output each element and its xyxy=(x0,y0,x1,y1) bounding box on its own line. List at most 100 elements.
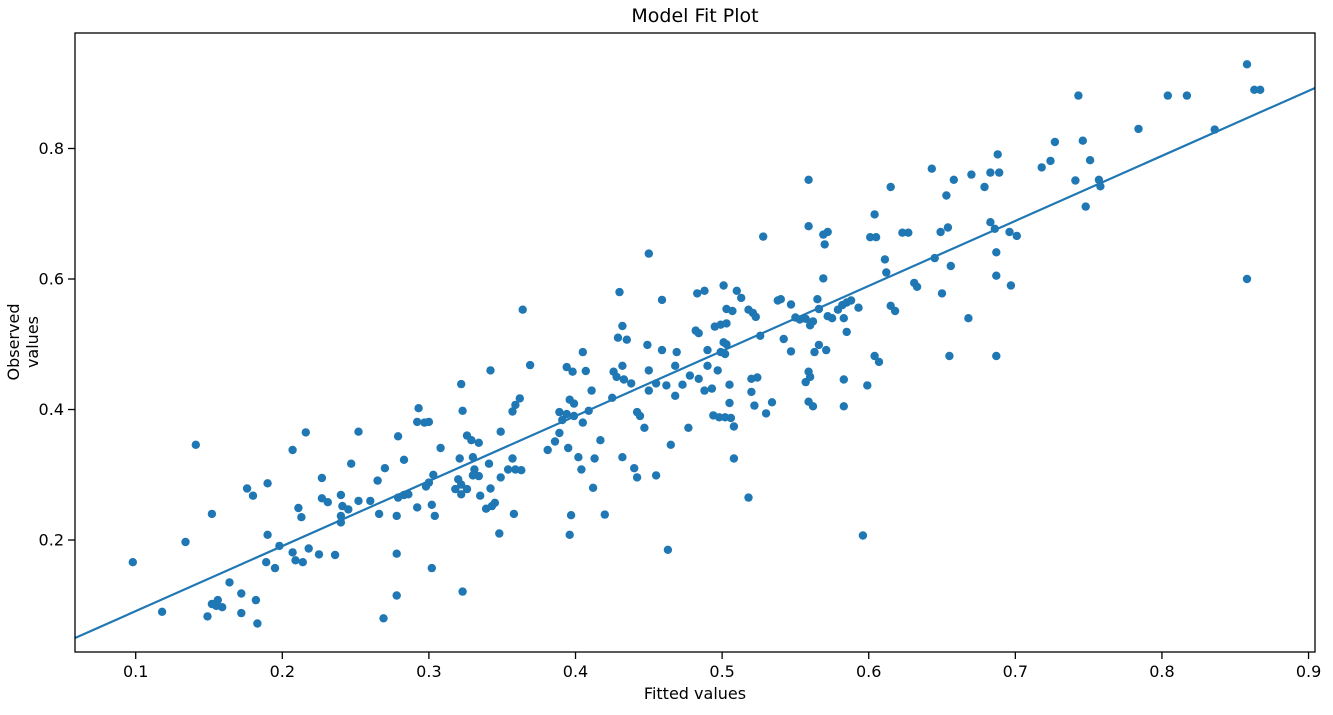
scatter-point xyxy=(663,545,673,554)
scatter-point xyxy=(671,391,680,400)
scatter-point xyxy=(427,563,436,573)
scatter-point xyxy=(1074,91,1083,100)
scatter-point xyxy=(304,544,313,553)
scatter-point xyxy=(1050,137,1060,147)
scatter-point xyxy=(413,503,422,512)
scatter-point xyxy=(427,500,436,509)
scatter-point xyxy=(685,371,695,380)
scatter-point xyxy=(694,329,703,338)
scatter-point xyxy=(618,453,627,462)
scatter-point xyxy=(581,366,590,376)
chart-title: Model Fit Plot xyxy=(631,5,759,27)
scatter-point xyxy=(694,374,703,383)
scatter-point xyxy=(737,293,746,303)
scatter-point xyxy=(414,404,423,413)
scatter-point xyxy=(657,345,667,355)
scatter-point xyxy=(587,386,596,395)
scatter-point xyxy=(515,394,524,403)
scatter-point xyxy=(904,228,913,237)
scatter-point xyxy=(776,295,785,304)
scatter-point xyxy=(644,386,653,395)
scatter-point xyxy=(495,529,504,538)
scatter-point xyxy=(374,509,384,519)
scatter-point xyxy=(496,427,505,436)
scatter-point xyxy=(640,423,649,432)
scatter-point xyxy=(1081,202,1090,211)
scatter-point xyxy=(379,614,388,623)
scatter-point xyxy=(457,379,466,389)
x-tick-label: 0.3 xyxy=(416,662,441,681)
scatter-point xyxy=(128,558,137,567)
scatter-point xyxy=(430,511,439,521)
scatter-point xyxy=(662,381,671,390)
scatter-point xyxy=(986,168,995,177)
scatter-point xyxy=(703,345,712,355)
scatter-point xyxy=(191,440,200,449)
scatter-point xyxy=(429,470,438,479)
fit-line xyxy=(74,86,1316,640)
scatter-point xyxy=(1046,156,1055,166)
scatter-point xyxy=(404,490,413,499)
scatter-point xyxy=(725,380,734,389)
scatter-point xyxy=(992,248,1001,257)
scatter-point xyxy=(225,578,234,587)
y-tick-label: 0.4 xyxy=(39,400,64,419)
scatter-point xyxy=(253,619,262,628)
scatter-point xyxy=(937,289,947,298)
scatter-point xyxy=(323,498,332,507)
x-tick-label: 0.9 xyxy=(1296,662,1321,681)
scatter-point xyxy=(1096,182,1105,191)
scatter-point xyxy=(1134,124,1143,134)
scatter-point xyxy=(992,351,1001,361)
scatter-point xyxy=(722,340,731,349)
scatter-point xyxy=(600,510,609,519)
scatter-point xyxy=(644,249,653,258)
scatter-point xyxy=(336,518,346,527)
scatter-point xyxy=(729,454,739,463)
scatter-point xyxy=(207,599,217,609)
scatter-point xyxy=(943,223,953,232)
scatter-point xyxy=(476,491,485,500)
scatter-point xyxy=(890,306,900,316)
scatter-point xyxy=(373,476,382,485)
scatter-point xyxy=(421,482,431,491)
scatter-point xyxy=(336,511,346,521)
scatter-point xyxy=(871,233,881,242)
scatter-point xyxy=(509,509,519,519)
scatter-point xyxy=(242,484,252,493)
scatter-point xyxy=(462,484,472,494)
scatter-point xyxy=(927,164,936,173)
scatter-point xyxy=(946,261,955,271)
scatter-point xyxy=(651,379,661,388)
scatter-point xyxy=(1182,91,1192,100)
scatter-point xyxy=(487,501,497,511)
scatter-point xyxy=(846,296,856,305)
scatter-point xyxy=(392,549,401,558)
scatter-point xyxy=(980,182,989,192)
scatter-point xyxy=(854,303,863,312)
scatter-point xyxy=(608,393,617,402)
scatter-point xyxy=(399,455,409,464)
scatter-point xyxy=(1012,231,1021,241)
scatter-point xyxy=(590,454,599,463)
scatter-point xyxy=(619,375,629,384)
scatter-point xyxy=(584,406,593,415)
scatter-point xyxy=(756,331,765,340)
scatter-point xyxy=(725,398,734,408)
scatter-point xyxy=(1006,281,1016,290)
scatter-point xyxy=(317,494,327,503)
x-tick-label: 0.6 xyxy=(856,662,881,681)
scatter-point xyxy=(618,361,627,370)
scatter-point xyxy=(761,409,771,418)
scatter-point xyxy=(237,608,246,618)
scatter-point xyxy=(1071,176,1080,185)
scatter-point xyxy=(693,289,702,298)
scatter-point xyxy=(518,305,527,314)
scatter-point xyxy=(568,367,577,376)
scatter-point xyxy=(644,366,653,375)
scatter-point xyxy=(874,357,884,367)
scatter-point xyxy=(467,436,476,445)
scatter-point xyxy=(964,314,973,323)
scatter-point xyxy=(912,282,922,291)
scatter-point xyxy=(392,591,401,600)
